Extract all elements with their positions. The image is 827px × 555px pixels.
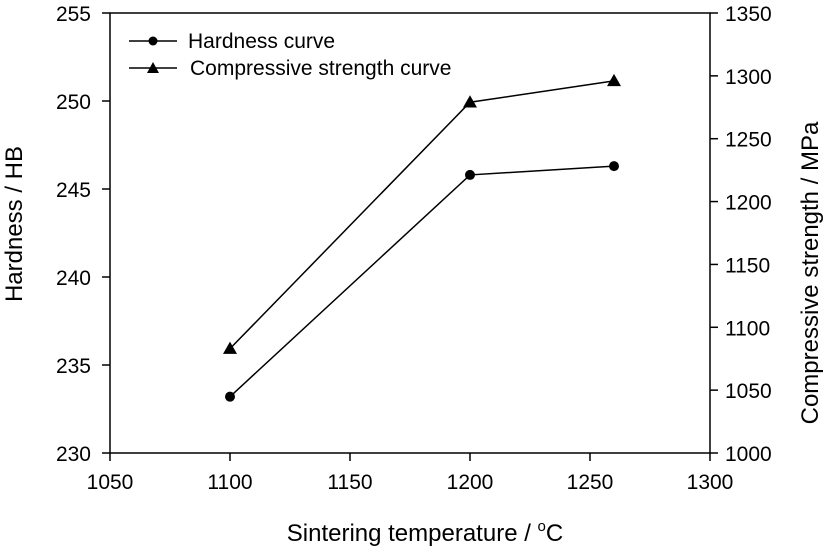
data-point-compressive-strength [607, 73, 621, 87]
y2-tick-label: 1350 [725, 3, 772, 26]
x-axis-ticks: 1050 1100 1150 1200 1250 1300 [87, 453, 734, 494]
y2-tick-label: 1300 [725, 66, 772, 89]
legend-marker-strength [147, 62, 159, 73]
series-line-hardness [229, 165, 615, 398]
y2-tick-label: 1250 [725, 129, 772, 152]
legend-label-strength: Compressive strength curve [190, 57, 451, 80]
y-tick-label: 230 [56, 443, 91, 466]
y-tick-label: 255 [56, 3, 91, 26]
y2-axis-title: Compressive strength / MPa [797, 121, 824, 424]
y-tick-label: 245 [56, 179, 91, 202]
x-axis-title-unit: C [546, 520, 563, 547]
legend-marker-hardness [148, 36, 158, 46]
y-tick-label: 235 [56, 355, 91, 378]
x-axis-title: Sintering temperature / oC [287, 518, 563, 547]
x-tick-label: 1300 [687, 471, 734, 494]
x-tick-label: 1250 [567, 471, 614, 494]
x-tick-label: 1200 [447, 471, 494, 494]
y2-tick-label: 1000 [725, 443, 772, 466]
legend: Hardness curve Compressive strength curv… [129, 30, 451, 80]
data-point-compressive-strength [463, 95, 477, 108]
y-axis-ticks: 230 235 240 245 250 255 [56, 3, 110, 466]
x-tick-label: 1050 [87, 471, 134, 494]
x-tick-label: 1100 [207, 471, 252, 494]
y-tick-label: 250 [56, 91, 91, 114]
degree-superscript: o [538, 518, 546, 535]
x-axis-title-text: Sintering temperature / [287, 520, 538, 547]
data-point-hardness [225, 391, 235, 402]
series-layer [223, 73, 621, 402]
y2-tick-label: 1200 [725, 192, 772, 215]
y-tick-label: 240 [56, 267, 91, 290]
y2-tick-label: 1150 [725, 254, 770, 277]
plot-frame [109, 12, 711, 454]
series-line-compressive-strength [229, 80, 615, 350]
data-point-compressive-strength [223, 341, 237, 354]
legend-label-hardness: Hardness curve [188, 30, 335, 53]
y2-tick-label: 1100 [725, 317, 770, 340]
data-point-hardness [465, 169, 475, 180]
y-axis-title: Hardness / HB [1, 146, 28, 302]
y2-axis-ticks: 1000 1050 1100 1150 1200 1250 1300 1350 [710, 3, 772, 466]
y2-tick-label: 1050 [725, 380, 772, 403]
x-tick-label: 1150 [327, 471, 372, 494]
data-point-hardness [609, 161, 619, 172]
